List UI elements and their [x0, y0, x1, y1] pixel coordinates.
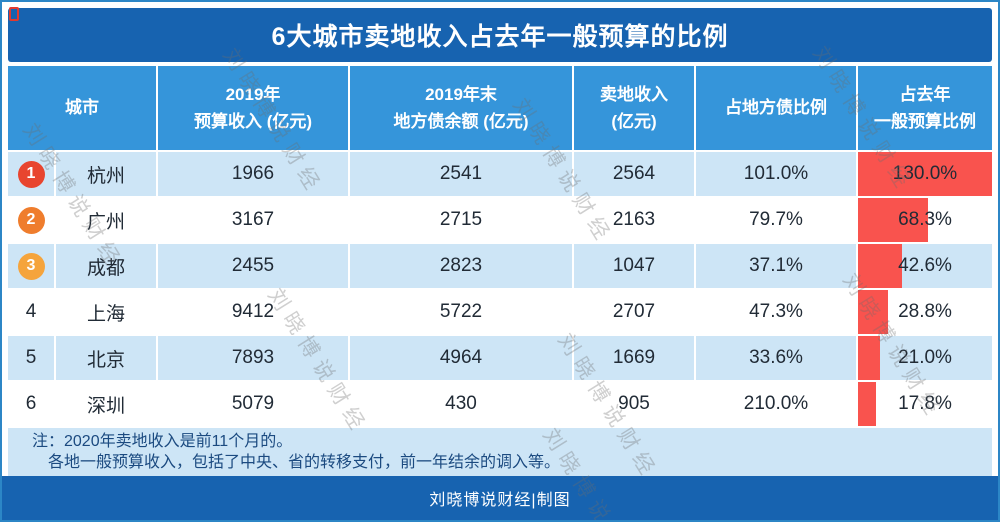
city-cell: 广州	[56, 198, 156, 242]
city-cell: 深圳	[56, 382, 156, 426]
land-cell: 1669	[574, 336, 694, 380]
rank-badge: 1	[17, 160, 45, 188]
debt-cell: 4964	[350, 336, 572, 380]
ratio-bar	[858, 382, 877, 426]
col-header-budget-line1: 2019年	[225, 84, 281, 104]
ratio-label: 17.8%	[898, 393, 952, 414]
budget-cell: 3167	[158, 198, 348, 242]
rank-cell: 4	[8, 290, 54, 334]
rank-cell: 3	[8, 244, 54, 288]
budget-cell: 7893	[158, 336, 348, 380]
ratio-bar	[858, 336, 880, 380]
budget-ratio-cell: 42.6%	[858, 244, 992, 288]
footnote-block: 注：2020年卖地收入是前11个月的。 各地一般预算收入，包括了中央、省的转移支…	[8, 428, 992, 476]
col-header-city-label: 城市	[65, 98, 99, 118]
budget-ratio-cell: 21.0%	[858, 336, 992, 380]
col-header-city: 城市	[8, 66, 156, 150]
debt-cell: 2541	[350, 152, 572, 196]
rank-badge: 2	[17, 206, 45, 234]
debt_ratio-cell: 47.3%	[696, 290, 856, 334]
ratio-label: 130.0%	[892, 163, 958, 184]
debt-cell: 430	[350, 382, 572, 426]
debt_ratio-cell: 33.6%	[696, 336, 856, 380]
page-title: 6大城市卖地收入占去年一般预算的比例	[8, 8, 992, 62]
corner-mark	[9, 7, 19, 21]
rank-cell: 6	[8, 382, 54, 426]
col-header-debt-line1: 2019年末	[425, 84, 497, 104]
city-cell: 杭州	[56, 152, 156, 196]
col-header-land: 卖地收入 (亿元)	[574, 66, 694, 150]
land-cell: 1047	[574, 244, 694, 288]
debt_ratio-cell: 37.1%	[696, 244, 856, 288]
col-header-budget-ratio-line2: 一般预算比例	[874, 112, 976, 131]
debt_ratio-cell: 210.0%	[696, 382, 856, 426]
land-cell: 905	[574, 382, 694, 426]
ratio-label: 21.0%	[898, 347, 952, 368]
rank-badge: 5	[25, 347, 37, 368]
rank-badge: 3	[17, 252, 45, 280]
budget-ratio-cell: 17.8%	[858, 382, 992, 426]
debt_ratio-cell: 79.7%	[696, 198, 856, 242]
debt-cell: 2823	[350, 244, 572, 288]
land-cell: 2707	[574, 290, 694, 334]
col-header-debt-ratio: 占地方债比例	[696, 66, 856, 150]
col-header-budget-ratio-line1: 占去年	[899, 84, 951, 104]
budget-cell: 2455	[158, 244, 348, 288]
debt-cell: 5722	[350, 290, 572, 334]
col-header-land-line2: (亿元)	[611, 112, 657, 131]
ratio-bar	[858, 244, 902, 288]
budget-cell: 1966	[158, 152, 348, 196]
col-header-budget: 2019年 预算收入 (亿元)	[158, 66, 348, 150]
city-cell: 北京	[56, 336, 156, 380]
credit-bar: 刘晓博说财经|制图	[2, 476, 998, 520]
credit-text: 刘晓博说财经|制图	[429, 492, 571, 509]
footnote-line2: 各地一般预算收入，包括了中央、省的转移支付，前一年结余的调入等。	[48, 454, 561, 471]
land-cell: 2163	[574, 198, 694, 242]
budget-ratio-cell: 68.3%	[858, 198, 992, 242]
budget-ratio-cell: 28.8%	[858, 290, 992, 334]
city-cell: 成都	[56, 244, 156, 288]
ratio-label: 42.6%	[898, 255, 952, 276]
ratio-bar	[858, 198, 929, 242]
rank-cell: 5	[8, 336, 54, 380]
city-cell: 上海	[56, 290, 156, 334]
page-title-text: 6大城市卖地收入占去年一般预算的比例	[271, 23, 729, 51]
ratio-bar	[858, 290, 888, 334]
data-table: 城市 2019年 预算收入 (亿元) 2019年末 地方债余额 (亿元) 卖地收…	[8, 66, 992, 426]
rank-badge: 6	[25, 393, 37, 414]
col-header-land-line1: 卖地收入	[600, 84, 668, 104]
col-header-debt-ratio-label: 占地方债比例	[725, 98, 827, 118]
rank-cell: 2	[8, 198, 54, 242]
ratio-bar	[858, 152, 992, 196]
rank-cell: 1	[8, 152, 54, 196]
ratio-label: 28.8%	[898, 301, 952, 322]
col-header-budget-ratio: 占去年 一般预算比例	[858, 66, 992, 150]
ratio-label: 68.3%	[898, 209, 952, 230]
footnote-line1: 注：2020年卖地收入是前11个月的。	[32, 433, 293, 450]
col-header-debt-line2: 地方债余额 (亿元)	[393, 112, 529, 131]
land-cell: 2564	[574, 152, 694, 196]
budget-ratio-cell: 130.0%	[858, 152, 992, 196]
budget-cell: 9412	[158, 290, 348, 334]
col-header-budget-line2: 预算收入 (亿元)	[193, 112, 313, 131]
debt-cell: 2715	[350, 198, 572, 242]
debt_ratio-cell: 101.0%	[696, 152, 856, 196]
col-header-debt: 2019年末 地方债余额 (亿元)	[350, 66, 572, 150]
budget-cell: 5079	[158, 382, 348, 426]
rank-badge: 4	[25, 301, 37, 322]
